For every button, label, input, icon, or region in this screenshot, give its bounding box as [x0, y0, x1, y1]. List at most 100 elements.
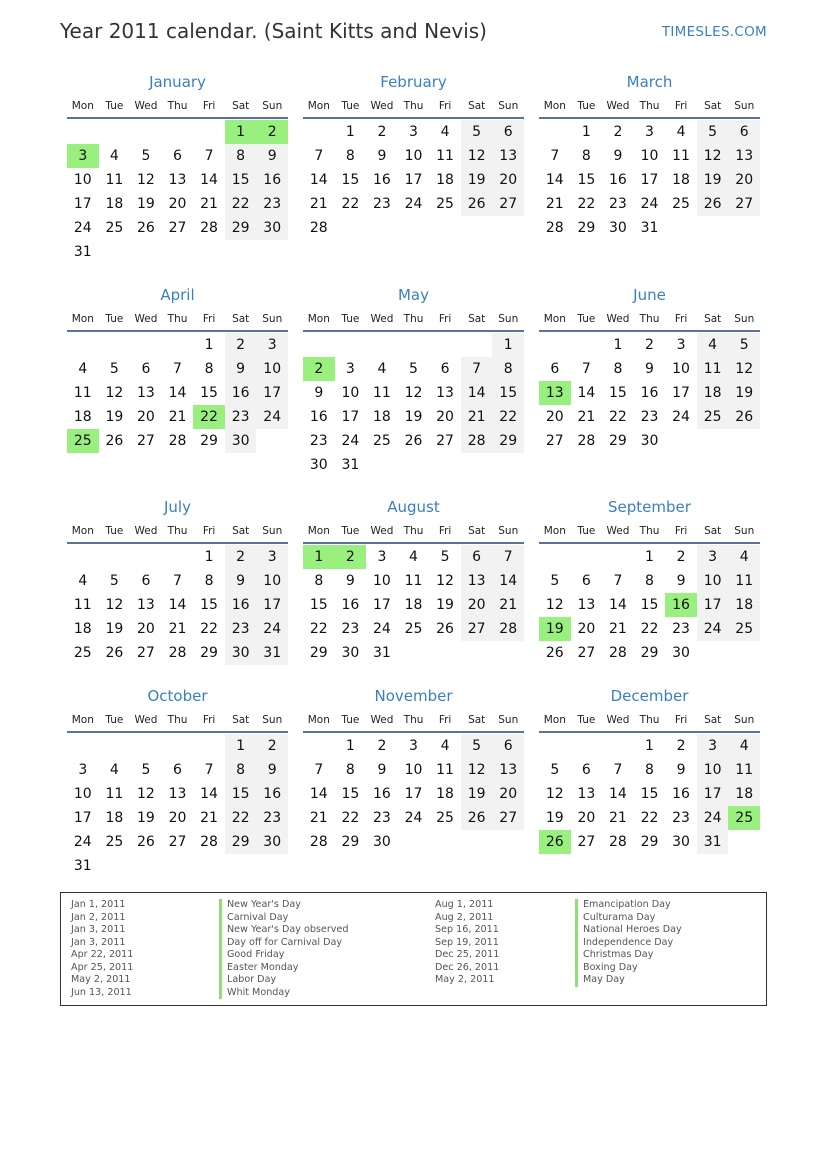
day-cell: 23 — [224, 405, 257, 429]
day-cell: 5 — [440, 549, 450, 565]
day-cell: 3 — [78, 762, 88, 778]
day-cell: 30 — [309, 457, 328, 473]
day-cell: 1 — [581, 124, 591, 140]
empty-cell — [130, 734, 162, 758]
day-cell: 26 — [436, 621, 454, 637]
holiday-name: Culturama Day — [575, 911, 682, 924]
day-cell: 26 — [460, 192, 493, 216]
day-cell: 15 — [200, 597, 218, 613]
empty-cell — [539, 120, 571, 144]
day-cell: 6 — [728, 120, 760, 144]
day-grid: 1 2 3 4 5 6 7 8 9 10 11 12 13 14 15 16 17 18 19 20 21 22 23 24 2… — [539, 333, 760, 453]
weekday-header: Mon Tue Wed Thu Fri Sat Sun — [67, 94, 288, 119]
day-cell: 16 — [609, 172, 627, 188]
day-cell: 10 — [404, 148, 423, 164]
day-cell: 1 — [613, 337, 623, 353]
day-cell: 19 — [545, 810, 564, 826]
day-cell: 8 — [204, 361, 214, 377]
day-cell: 1 — [645, 738, 654, 754]
day-cell: 7 — [550, 148, 560, 164]
site-brand-link[interactable]: TIMESLES.COM — [661, 24, 767, 40]
day-cell: 14 — [609, 597, 627, 613]
weekday-label: Tue — [105, 714, 124, 726]
day-cell: 17 — [640, 172, 659, 188]
day-cell: 17 — [373, 597, 391, 613]
day-cell: 4 — [440, 124, 450, 140]
empty-cell — [130, 333, 162, 357]
day-cell: 22 — [224, 192, 257, 216]
day-cell: 23 — [609, 196, 627, 212]
day-cell: 31 — [341, 457, 360, 473]
weekday-label: Tue — [105, 100, 124, 112]
day-cell: 7 — [613, 573, 623, 589]
day-cell: 14 — [200, 786, 218, 802]
weekday-label: Fri — [674, 100, 688, 112]
day-cell: 24 — [696, 617, 729, 641]
day-cell: 10 — [256, 569, 288, 593]
weekday-label: Wed — [606, 525, 630, 537]
day-cell: 17 — [256, 381, 288, 405]
day-cell: 9 — [224, 569, 257, 593]
day-cell: 6 — [581, 573, 591, 589]
holiday-date: Dec 26, 2011 — [435, 961, 500, 973]
day-cell: 16 — [256, 782, 288, 806]
weekday-label: Tue — [341, 313, 360, 325]
day-cell: 30 — [256, 216, 288, 240]
day-cell: 20 — [137, 621, 155, 637]
day-cell: 31 — [73, 244, 92, 260]
holiday-date: May 2, 2011 — [435, 974, 495, 985]
weekday-label: Tue — [341, 525, 360, 537]
day-cell: 3 — [377, 549, 387, 565]
day-cell: 17 — [404, 172, 423, 188]
weekday-label: Thu — [167, 525, 188, 537]
day-cell: 8 — [645, 762, 654, 778]
legend-names-right: Emancipation Day Culturama Day National He… — [575, 899, 682, 987]
day-cell: 5 — [460, 120, 493, 144]
day-cell: 5 — [109, 361, 119, 377]
holiday-date: Jan 3, 2011 — [71, 936, 126, 948]
holiday-day-cell: 25 — [728, 806, 760, 830]
weekday-label: Tue — [105, 313, 124, 325]
day-cell: 2 — [224, 333, 257, 357]
day-cell: 13 — [577, 786, 596, 802]
day-cell: 6 — [581, 762, 591, 778]
weekday-label: Mon — [307, 525, 330, 537]
day-cell: 18 — [436, 786, 454, 802]
weekday-label: Thu — [167, 100, 188, 112]
day-cell: 20 — [436, 409, 454, 425]
holiday-day-cell: 22 — [193, 405, 225, 429]
month-title: March — [626, 73, 673, 91]
day-cell: 9 — [377, 762, 387, 778]
day-cell: 24 — [672, 409, 690, 425]
weekday-label: Thu — [403, 313, 424, 325]
day-cell: 28 — [200, 220, 218, 236]
day-cell: 19 — [460, 168, 493, 192]
day-cell: 11 — [105, 172, 124, 188]
day-cell: 31 — [373, 645, 391, 661]
holiday-name: Boxing Day — [575, 961, 682, 974]
day-cell: 26 — [137, 220, 155, 236]
weekday-label: Mon — [543, 525, 566, 537]
weekday-label: Fri — [438, 100, 452, 112]
month-september: September Mon Tue Wed Thu Fri Sat Sun 1 2 3 4 5 6 7 8 9 1… — [539, 495, 760, 665]
day-cell: 26 — [137, 834, 155, 850]
day-cell: 12 — [728, 357, 760, 381]
day-cell: 24 — [73, 220, 92, 236]
holiday-date: May 2, 2011 — [71, 974, 131, 985]
weekday-label: Fri — [202, 525, 216, 537]
day-cell: 2 — [676, 738, 686, 754]
day-cell: 10 — [373, 573, 391, 589]
day-cell: 18 — [672, 172, 690, 188]
day-cell: 8 — [581, 148, 591, 164]
weekday-label: Wed — [370, 525, 394, 537]
day-cell: 27 — [168, 834, 187, 850]
day-cell: 4 — [440, 738, 450, 754]
holiday-name: New Year's Day — [219, 899, 348, 912]
day-cell: 20 — [460, 593, 493, 617]
day-grid: 1 2 3 4 5 6 7 8 9 10 11 12 13 14 15 16 17 18 19 20 21 22 23 24 2… — [303, 545, 524, 665]
month-title: October — [147, 687, 208, 705]
weekday-label: Mon — [307, 313, 330, 325]
weekday-label: Wed — [606, 714, 630, 726]
day-cell: 27 — [577, 645, 596, 661]
